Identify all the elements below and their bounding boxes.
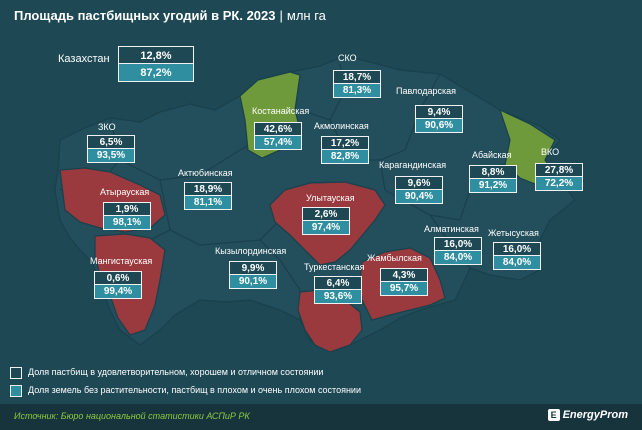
region-bad-kyzylorda: 90,1% <box>229 275 277 289</box>
brand-name: EnergyProm <box>562 409 628 421</box>
title-unit: млн га <box>286 8 326 23</box>
region-good-kyzylorda: 9,9% <box>229 261 277 275</box>
region-name-almaty: Алматинская <box>424 224 479 234</box>
region-stat-turkestan: 6,4% 93,6% <box>314 276 362 304</box>
region-stat-zhambyl: 4,3% 95,7% <box>380 268 428 296</box>
legend-swatch-good <box>10 367 22 379</box>
region-bad-sko: 81,3% <box>333 84 381 98</box>
region-name-aktobe: Актюбинская <box>178 168 233 178</box>
region-name-kyzylorda: Кызылординская <box>215 246 287 256</box>
region-good-karaganda: 9,6% <box>395 176 443 190</box>
region-name-zhambyl: Жамбылская <box>367 253 422 263</box>
region-bad-zko: 93,5% <box>87 149 135 163</box>
region-bad-mangystau: 99,4% <box>94 285 142 299</box>
region-good-turkestan: 6,4% <box>314 276 362 290</box>
region-stat-ulytau: 2,6% 97,4% <box>302 207 350 235</box>
region-name-ulytau: Улытауская <box>306 193 355 203</box>
region-stat-atyrau: 1,9% 98,1% <box>103 202 151 230</box>
region-name-sko: СКО <box>338 53 357 63</box>
kazakhstan-bad-share: 87,2% <box>118 64 194 82</box>
region-bad-atyrau: 98,1% <box>103 216 151 230</box>
region-bad-karaganda: 90,4% <box>395 190 443 204</box>
region-good-zhambyl: 4,3% <box>380 268 428 282</box>
region-good-almaty: 16,0% <box>434 237 482 251</box>
region-name-mangystau: Мангистауская <box>90 256 153 266</box>
region-name-akmola: Акмолинская <box>314 121 369 131</box>
region-stat-sko: 18,7% 81,3% <box>333 70 381 98</box>
region-bad-turkestan: 93,6% <box>314 290 362 304</box>
region-bad-almaty: 84,0% <box>434 251 482 265</box>
region-good-vko: 27,8% <box>535 163 583 177</box>
region-bad-ulytau: 97,4% <box>302 221 350 235</box>
region-good-zhetysu: 16,0% <box>493 242 541 256</box>
region-good-aktobe: 18,9% <box>184 182 232 196</box>
region-stat-abai: 8,8% 91,2% <box>469 165 517 193</box>
region-stat-kyzylorda: 9,9% 90,1% <box>229 261 277 289</box>
source-text: Источник: Бюро национальной статистики А… <box>14 411 250 421</box>
region-stat-almaty: 16,0% 84,0% <box>434 237 482 265</box>
region-stat-pavlodar: 9,4% 90,6% <box>415 105 463 133</box>
region-bad-aktobe: 81,1% <box>184 196 232 210</box>
title-text: Площадь пастбищных угодий в РК. 2023 <box>14 8 276 23</box>
region-good-akmola: 17,2% <box>321 136 369 150</box>
region-good-atyrau: 1,9% <box>103 202 151 216</box>
region-stat-kostanay: 42,6% 57,4% <box>254 122 302 150</box>
legend-label-bad: Доля земель без растительности, пастбищ … <box>28 385 361 395</box>
region-stat-zhetysu: 16,0% 84,0% <box>493 242 541 270</box>
region-bad-zhambyl: 95,7% <box>380 282 428 296</box>
title-separator: | <box>279 8 283 23</box>
region-name-vko: ВКО <box>541 147 560 157</box>
legend-label-good: Доля пастбищ в удовлетворительном, хорош… <box>28 367 324 377</box>
region-bad-abai: 91,2% <box>469 179 517 193</box>
energyprom-icon: E <box>547 409 560 421</box>
region-stat-mangystau: 0,6% 99,4% <box>94 271 142 299</box>
kazakhstan-label: Казахстан <box>58 53 110 65</box>
region-name-abai: Абайская <box>472 150 512 160</box>
region-stat-akmola: 17,2% 82,8% <box>321 136 369 164</box>
region-stat-vko: 27,8% 72,2% <box>535 163 583 191</box>
region-name-atyrau: Атырауская <box>100 187 150 197</box>
region-name-kostanay: Костанайская <box>252 106 310 116</box>
region-stat-aktobe: 18,9% 81,1% <box>184 182 232 210</box>
brand-logo: E EnergyProm <box>547 409 628 421</box>
region-bad-zhetysu: 84,0% <box>493 256 541 270</box>
region-good-abai: 8,8% <box>469 165 517 179</box>
region-good-mangystau: 0,6% <box>94 271 142 285</box>
region-bad-akmola: 82,8% <box>321 150 369 164</box>
region-bad-kostanay: 57,4% <box>254 136 302 150</box>
region-bad-pavlodar: 90,6% <box>415 119 463 133</box>
region-good-kostanay: 42,6% <box>254 122 302 136</box>
kazakhstan-stat: 12,8% 87,2% <box>118 46 194 82</box>
region-bad-vko: 72,2% <box>535 177 583 191</box>
footer: Источник: Бюро национальной статистики А… <box>0 404 642 430</box>
page-title: Площадь пастбищных угодий в РК. 2023 | млн… <box>14 8 326 23</box>
region-name-turkestan: Туркестанская <box>304 262 365 272</box>
region-name-zhetysu: Жетысуская <box>488 228 539 238</box>
region-good-pavlodar: 9,4% <box>415 105 463 119</box>
kazakhstan-good-share: 12,8% <box>118 46 194 64</box>
region-name-karaganda: Карагандинская <box>379 160 447 170</box>
region-name-zko: ЗКО <box>98 122 116 132</box>
legend-swatch-bad <box>10 385 22 397</box>
region-good-ulytau: 2,6% <box>302 207 350 221</box>
region-good-sko: 18,7% <box>333 70 381 84</box>
region-stat-karaganda: 9,6% 90,4% <box>395 176 443 204</box>
region-good-zko: 6,5% <box>87 135 135 149</box>
region-stat-zko: 6,5% 93,5% <box>87 135 135 163</box>
region-name-pavlodar: Павлодарская <box>396 86 456 96</box>
